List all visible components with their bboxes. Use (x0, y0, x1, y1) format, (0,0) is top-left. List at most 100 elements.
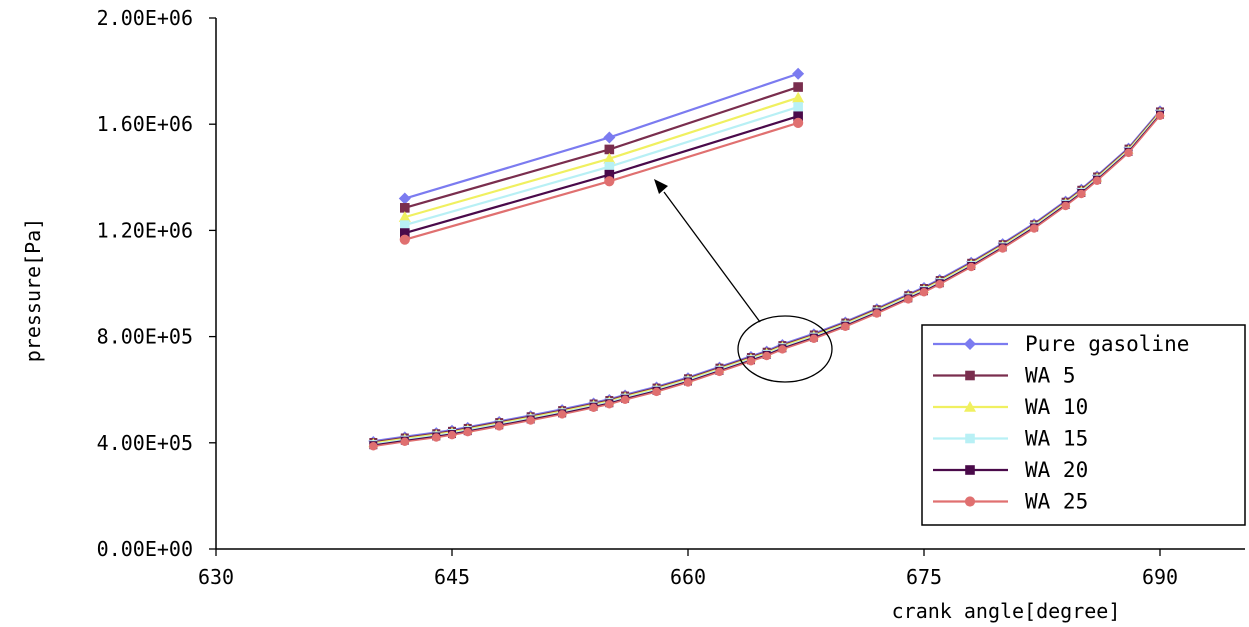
data-point (526, 416, 535, 425)
inset-series-wa-20 (400, 111, 803, 238)
data-point (369, 442, 378, 451)
data-point (793, 117, 804, 128)
inset-series-wa-25 (399, 117, 804, 245)
y-axis-ticks: 0.00E+00 4.00E+05 8.00E+05 1.20E+06 1.60E+06… (97, 6, 216, 561)
data-point (841, 322, 850, 332)
data-point (793, 102, 803, 112)
inset-series-wa-10 (398, 91, 805, 222)
legend-label: WA 10 (1025, 395, 1088, 419)
data-point (935, 280, 944, 289)
data-point (1124, 148, 1133, 158)
data-point (793, 111, 803, 122)
data-point (1029, 224, 1039, 233)
data-point (872, 309, 882, 318)
data-point (965, 465, 975, 475)
legend-label: WA 20 (1025, 458, 1088, 482)
x-tick-label: 675 (906, 565, 942, 589)
data-point (964, 338, 976, 350)
legend-entry: WA 25 (933, 490, 1088, 514)
x-tick-label: 660 (670, 565, 706, 589)
x-tick-label: 630 (198, 565, 234, 589)
data-point (965, 370, 975, 381)
data-point (398, 211, 411, 222)
data-point (604, 176, 615, 187)
data-point (964, 401, 976, 412)
inset-series-line (404, 96, 799, 219)
x-axis-label: crank angle[degree] (892, 599, 1121, 623)
data-point (400, 220, 410, 230)
legend-box (921, 324, 1246, 526)
inset-series-line (404, 72, 799, 200)
y-tick-label: 1.60E+06 (97, 112, 193, 136)
data-point (447, 430, 457, 440)
legend-entry: WA 15 (933, 427, 1088, 451)
data-point (620, 395, 630, 405)
data-point (1061, 201, 1070, 211)
data-point (603, 131, 616, 144)
data-point (463, 427, 472, 437)
legend-entry: WA 10 (933, 395, 1088, 419)
data-point (998, 244, 1007, 253)
data-point (964, 496, 976, 507)
data-point (715, 367, 724, 377)
y-tick-label: 4.00E+05 (97, 431, 193, 455)
data-point (809, 334, 819, 343)
zoom-arrow-line (663, 191, 761, 323)
data-point (778, 345, 787, 354)
inset-series-line (404, 85, 799, 209)
x-tick-label: 690 (1142, 565, 1178, 589)
inset-series-line (404, 115, 799, 235)
data-point (604, 161, 615, 172)
data-point (966, 262, 976, 272)
inset-series-line (404, 105, 799, 227)
data-point (652, 387, 661, 397)
legend-label: Pure gasoline (1025, 332, 1189, 356)
data-point (589, 403, 598, 413)
data-point (604, 169, 615, 180)
data-point (557, 410, 567, 419)
zoom-arrow-head (654, 179, 668, 194)
x-tick-label: 645 (434, 565, 470, 589)
inset-layer (398, 67, 805, 245)
data-point (683, 378, 693, 387)
inset-series-wa-5 (400, 82, 803, 213)
data-point (919, 288, 929, 297)
inset-series-pure-gasoline (398, 67, 805, 205)
legend-entry: Pure gasoline (933, 332, 1189, 356)
legend-label: WA 5 (1025, 364, 1076, 388)
series-layer (368, 105, 1165, 451)
x-axis-ticks: 630 645 660 675 690 (198, 549, 1178, 589)
data-point (399, 234, 410, 245)
data-point (400, 228, 410, 238)
y-axis-label: pressure[Pa] (21, 218, 45, 363)
data-point (603, 152, 616, 164)
data-point (965, 433, 975, 444)
plot-area (215, 18, 1245, 550)
zoom-ellipse (737, 315, 833, 383)
data-point (1092, 176, 1102, 186)
legend-label: WA 25 (1025, 490, 1088, 514)
data-point (1155, 111, 1165, 120)
data-point (746, 357, 756, 366)
data-point (792, 91, 805, 103)
data-point (432, 433, 441, 442)
y-tick-label: 2.00E+06 (97, 6, 193, 30)
zoom-annotation (654, 179, 833, 383)
legend: Pure gasoline WA 5 WA 10 WA 15 WA 20 WA 25 (921, 324, 1246, 526)
data-point (604, 144, 615, 155)
y-tick-label: 0.00E+00 (97, 537, 193, 561)
legend-entry: WA 5 (933, 364, 1076, 388)
y-tick-label: 1.20E+06 (97, 218, 193, 242)
legend-label: WA 15 (1025, 427, 1088, 451)
data-point (792, 67, 805, 80)
legend-entry: WA 20 (933, 458, 1088, 482)
y-tick-label: 8.00E+05 (97, 325, 193, 349)
data-point (793, 82, 803, 92)
data-point (904, 295, 913, 304)
data-point (605, 400, 614, 409)
data-point (400, 437, 410, 446)
inset-series-wa-15 (400, 102, 803, 230)
data-point (494, 422, 504, 431)
data-point (398, 192, 411, 205)
data-point (400, 203, 410, 213)
